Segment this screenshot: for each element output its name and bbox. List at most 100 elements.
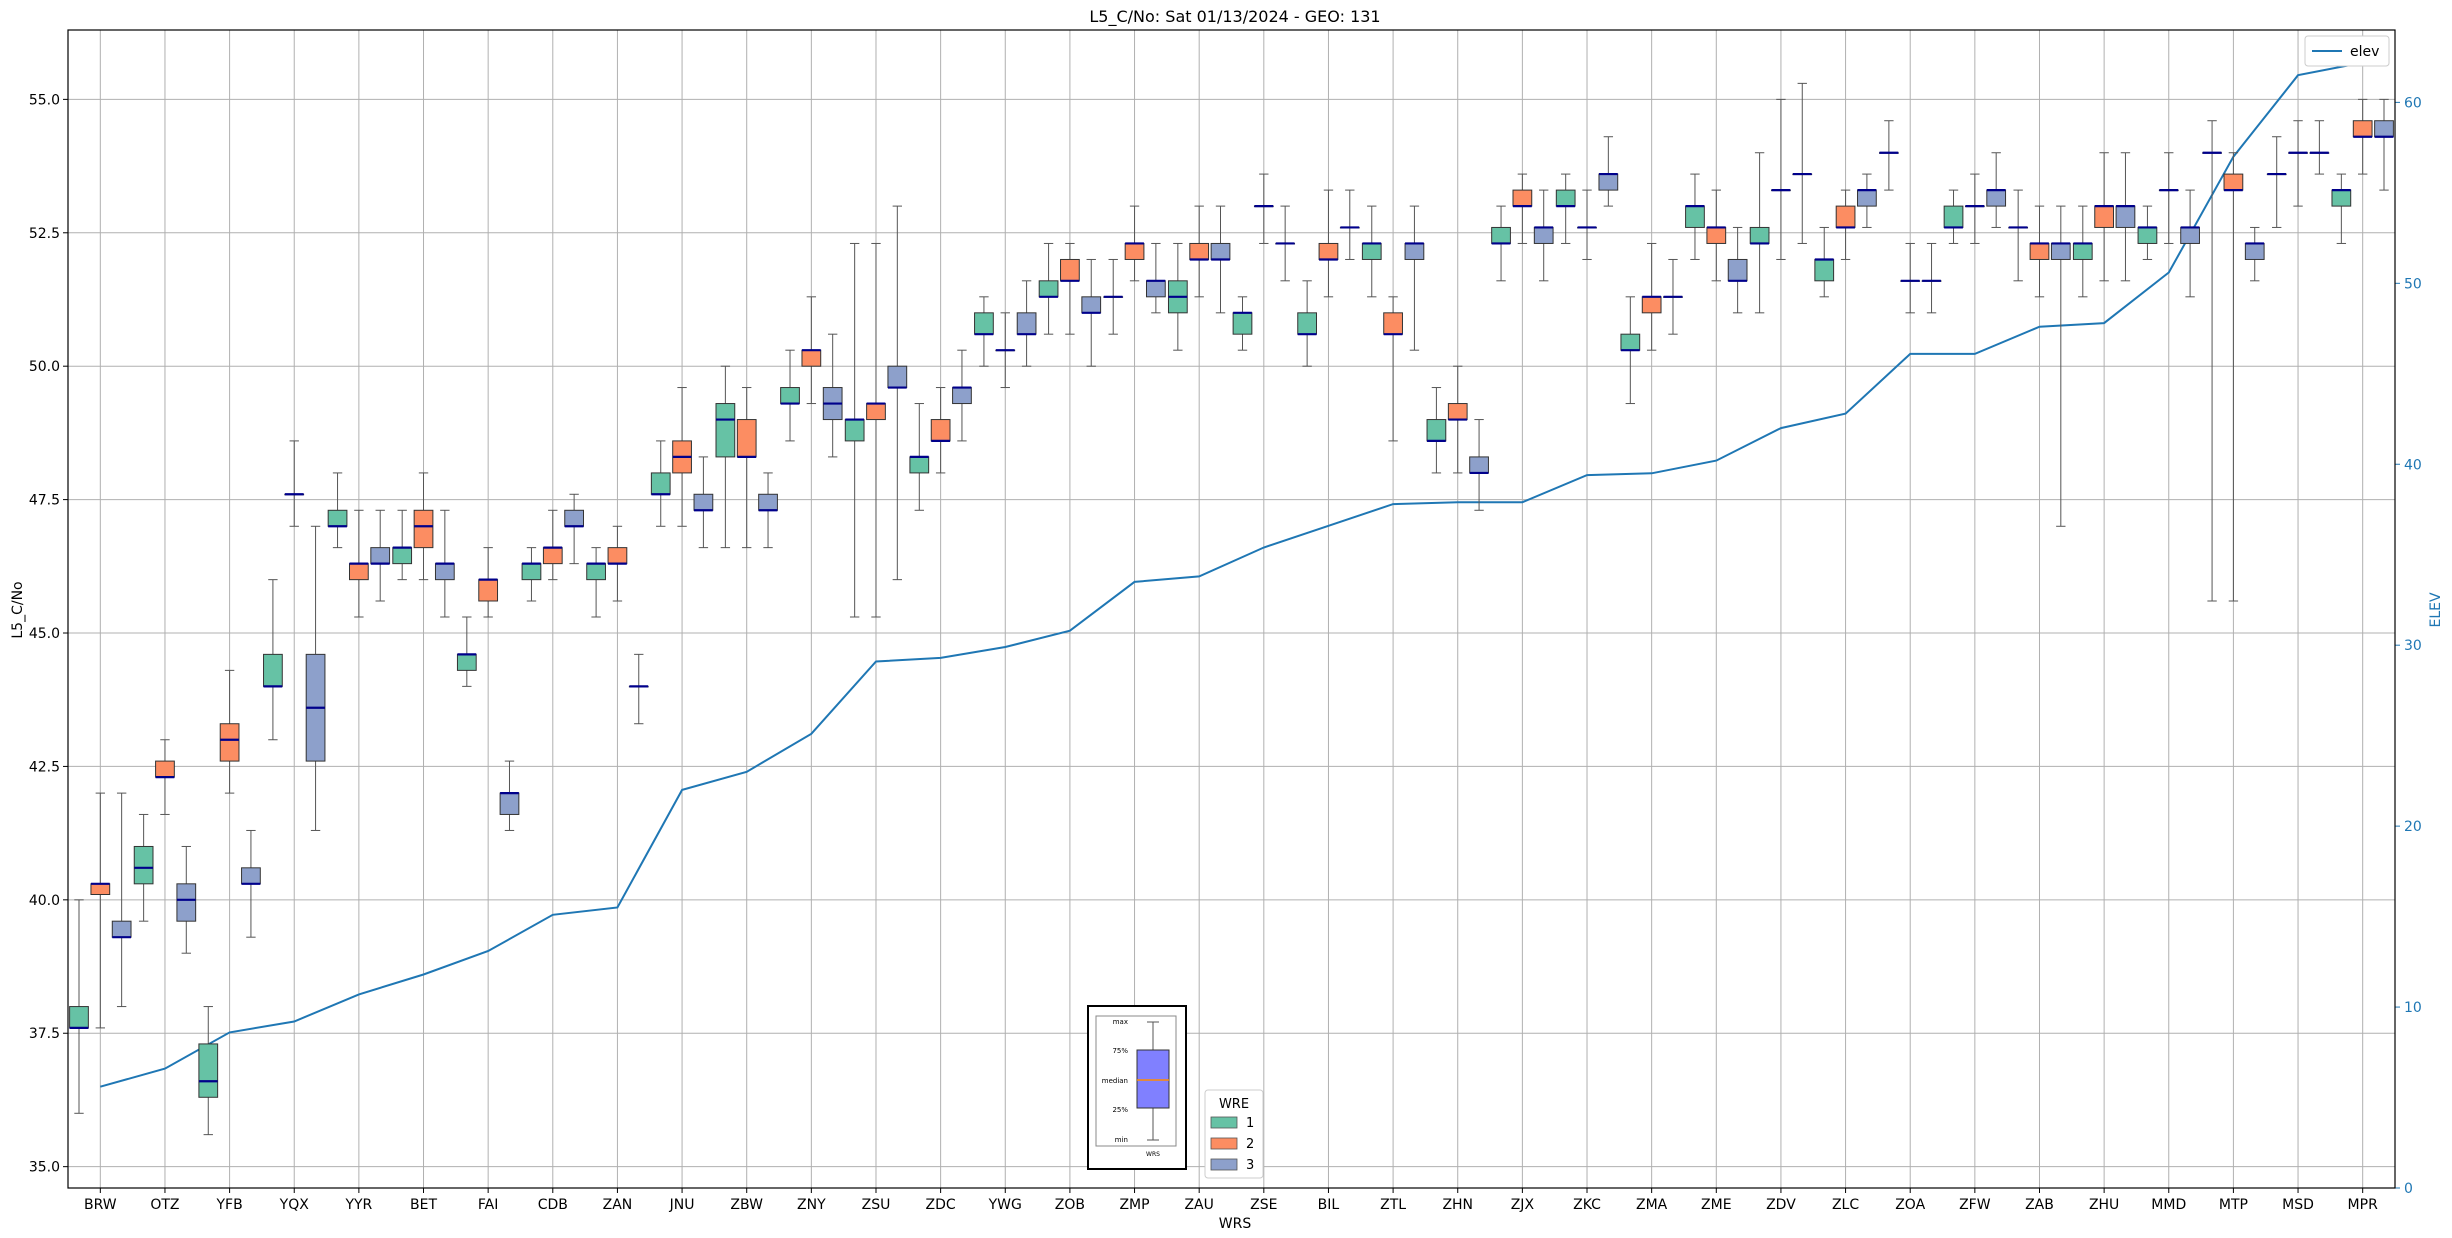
- box-iqr: [2244, 242, 2265, 260]
- y2-tick-label: 40: [2404, 457, 2422, 473]
- box-iqr: [586, 563, 606, 581]
- box-iqr: [1361, 242, 1382, 260]
- plot-frame: [67, 29, 2396, 1189]
- x-tick-label: ZOA: [1895, 1197, 1925, 1213]
- inset-label-max: max: [1113, 1018, 1128, 1026]
- box-bil-wre2: [1318, 189, 1339, 298]
- box-yyr-wre3: [370, 509, 391, 602]
- x-tick-label: ZAN: [603, 1197, 633, 1213]
- x-tick-label: ZDV: [1766, 1197, 1796, 1213]
- box-iqr: [909, 456, 930, 474]
- box-zhn-wre1: [1426, 387, 1447, 474]
- box-zny-wre2: [801, 296, 822, 405]
- legend-label-2: 2: [1246, 1137, 1254, 1152]
- box-yfb-wre3: [241, 829, 261, 938]
- box-iqr: [219, 723, 240, 762]
- box-otz-wre1: [133, 813, 154, 922]
- box-iqr: [1835, 205, 1856, 228]
- box-brw-wre3: [111, 792, 132, 1008]
- x-tick-label: OTZ: [150, 1197, 179, 1213]
- box-iqr: [974, 312, 994, 335]
- box-iqr: [349, 563, 369, 581]
- legend-elev: elev: [2304, 35, 2390, 67]
- box-iqr: [2352, 120, 2373, 138]
- box-bet-wre1: [392, 509, 413, 581]
- y-tick-label: 47.5: [29, 493, 60, 509]
- box-iqr: [456, 653, 477, 671]
- legend-swatch-3: [1210, 1158, 1238, 1171]
- box-iqr: [434, 563, 455, 581]
- box-mpr-wre2: [2352, 98, 2373, 175]
- y-tick-label: 45.0: [29, 626, 60, 642]
- box-iqr: [2331, 189, 2352, 207]
- box-iqr: [1857, 189, 1877, 207]
- box-iqr: [715, 403, 736, 458]
- x-tick-label: MSD: [2282, 1197, 2314, 1213]
- x-tick-label: ZBW: [730, 1197, 763, 1213]
- box-mmd-wre3: [2180, 189, 2200, 298]
- box-iqr: [542, 547, 563, 565]
- box-yyr-wre1: [327, 472, 348, 549]
- box-iqr: [1512, 189, 1533, 207]
- x-tick-label: ZMA: [1636, 1197, 1668, 1213]
- y-tick-label: 40.0: [29, 893, 60, 909]
- box-iqr: [198, 1043, 219, 1098]
- box-zsu-wre2: [866, 242, 886, 618]
- x-tick-label: YQX: [279, 1197, 310, 1213]
- box-zab-wre2: [2029, 205, 2050, 298]
- box-iqr: [564, 509, 584, 527]
- box-fai-wre1: [456, 616, 477, 687]
- box-zob-wre2: [1060, 242, 1080, 335]
- box-zdc-wre1: [909, 403, 930, 511]
- box-iqr: [2223, 173, 2244, 191]
- box-iqr: [1986, 189, 2007, 207]
- box-iqr: [521, 563, 542, 581]
- legend-label-1: 1: [1246, 1116, 1254, 1131]
- box-bet-wre3: [434, 509, 455, 618]
- box-iqr: [1685, 205, 1705, 228]
- box-iqr: [499, 792, 520, 815]
- box-iqr: [1598, 173, 1619, 191]
- box-yqx-wre1: [263, 579, 283, 741]
- box-iqr: [1189, 242, 1210, 260]
- y-ticks: 35.0 37.5 40.0 42.5 45.0 47.5 50.0 52.5 55.0: [29, 92, 68, 1176]
- box-iqr: [1469, 456, 1489, 474]
- inset-label-q1: 25%: [1112, 1106, 1128, 1114]
- box-iqr: [2374, 120, 2394, 138]
- box-iqr: [1210, 242, 1231, 260]
- box-zdc-wre2: [930, 387, 951, 474]
- box-zme-wre1: [1685, 173, 1705, 260]
- box-bil-wre3: [1339, 189, 1360, 260]
- inset-key: max 75% median 25% min WRS: [1087, 1005, 1187, 1170]
- box-zse-wre3: [1275, 205, 1296, 282]
- box-zny-wre3: [822, 333, 843, 458]
- box-cdb-wre3: [564, 493, 584, 565]
- legend-swatch-2: [1210, 1137, 1238, 1150]
- inset-box: [1136, 1049, 1170, 1109]
- box-zme-wre3: [1727, 226, 1748, 314]
- x-tick-label: ZSE: [1250, 1197, 1277, 1213]
- x-tick-label: CDB: [538, 1197, 568, 1213]
- x-tick-label: BET: [410, 1197, 437, 1213]
- box-iqr: [1447, 403, 1468, 421]
- box-iqr: [155, 760, 175, 778]
- box-fai-wre2: [478, 547, 499, 618]
- box-iqr: [887, 365, 908, 389]
- box-iqr: [69, 1006, 89, 1029]
- box-zlc-wre3: [1857, 173, 1877, 228]
- box-msd-wre2: [2288, 120, 2308, 207]
- box-brw-wre1: [69, 899, 89, 1114]
- x-tick-label: ZHN: [1442, 1197, 1473, 1213]
- box-iqr: [2029, 242, 2050, 260]
- box-iqr: [1727, 258, 1748, 282]
- x-tick-label: BIL: [1318, 1197, 1340, 1213]
- box-zhu-wre2: [2094, 152, 2114, 282]
- box-zmp-wre2: [1124, 205, 1145, 282]
- box-zbw-wre3: [758, 472, 778, 549]
- box-zme-wre2: [1706, 189, 1727, 282]
- box-zma-wre1: [1620, 296, 1641, 405]
- box-zoa-wre3: [1921, 242, 1942, 314]
- y2-tick-label: 50: [2404, 276, 2422, 292]
- box-iqr: [1943, 205, 1964, 228]
- box-mtp-wre1: [2202, 120, 2222, 602]
